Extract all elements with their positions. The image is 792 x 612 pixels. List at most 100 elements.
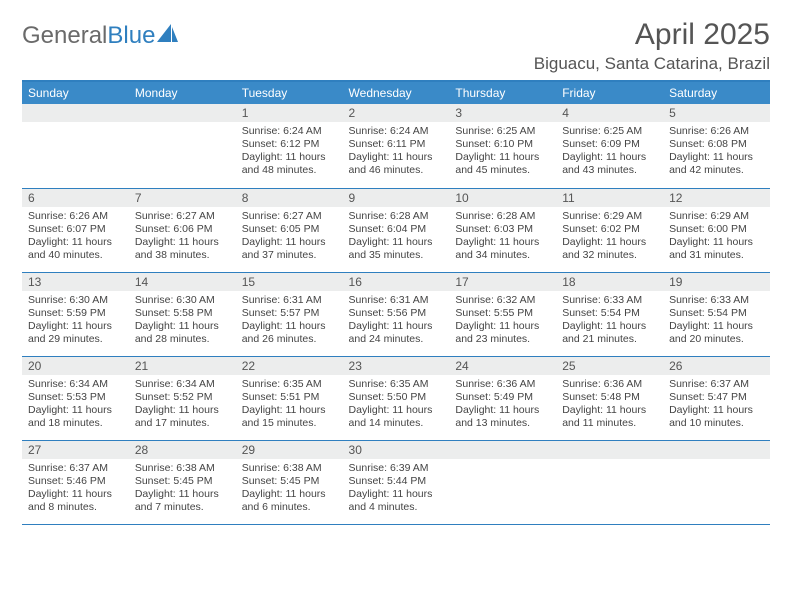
day-details: Sunrise: 6:27 AMSunset: 6:06 PMDaylight:… — [129, 207, 236, 269]
calendar-week-row: 20Sunrise: 6:34 AMSunset: 5:53 PMDayligh… — [22, 356, 770, 440]
day-details: Sunrise: 6:24 AMSunset: 6:11 PMDaylight:… — [343, 122, 450, 184]
day-number: 24 — [449, 357, 556, 375]
weekday-header: Friday — [556, 82, 663, 104]
day-number: 7 — [129, 189, 236, 207]
day-details: Sunrise: 6:32 AMSunset: 5:55 PMDaylight:… — [449, 291, 556, 353]
day-details: Sunrise: 6:26 AMSunset: 6:08 PMDaylight:… — [663, 122, 770, 184]
day-number: 27 — [22, 441, 129, 459]
calendar-day-cell: 10Sunrise: 6:28 AMSunset: 6:03 PMDayligh… — [449, 188, 556, 272]
day-number: 5 — [663, 104, 770, 122]
day-number: 8 — [236, 189, 343, 207]
calendar-day-cell — [22, 104, 129, 188]
day-number: 29 — [236, 441, 343, 459]
weekday-header: Tuesday — [236, 82, 343, 104]
day-number: 21 — [129, 357, 236, 375]
day-details: Sunrise: 6:28 AMSunset: 6:04 PMDaylight:… — [343, 207, 450, 269]
day-details: Sunrise: 6:31 AMSunset: 5:57 PMDaylight:… — [236, 291, 343, 353]
day-details: Sunrise: 6:29 AMSunset: 6:02 PMDaylight:… — [556, 207, 663, 269]
calendar-day-cell: 7Sunrise: 6:27 AMSunset: 6:06 PMDaylight… — [129, 188, 236, 272]
day-details: Sunrise: 6:28 AMSunset: 6:03 PMDaylight:… — [449, 207, 556, 269]
calendar-day-cell — [449, 440, 556, 524]
day-number — [22, 104, 129, 122]
weekday-header: Sunday — [22, 82, 129, 104]
day-details — [449, 459, 556, 513]
day-details: Sunrise: 6:33 AMSunset: 5:54 PMDaylight:… — [556, 291, 663, 353]
calendar-day-cell: 13Sunrise: 6:30 AMSunset: 5:59 PMDayligh… — [22, 272, 129, 356]
calendar-week-row: 27Sunrise: 6:37 AMSunset: 5:46 PMDayligh… — [22, 440, 770, 524]
day-number: 22 — [236, 357, 343, 375]
calendar-day-cell: 18Sunrise: 6:33 AMSunset: 5:54 PMDayligh… — [556, 272, 663, 356]
calendar-day-cell: 29Sunrise: 6:38 AMSunset: 5:45 PMDayligh… — [236, 440, 343, 524]
calendar-day-cell: 3Sunrise: 6:25 AMSunset: 6:10 PMDaylight… — [449, 104, 556, 188]
day-details: Sunrise: 6:30 AMSunset: 5:59 PMDaylight:… — [22, 291, 129, 353]
weekday-header: Thursday — [449, 82, 556, 104]
day-details: Sunrise: 6:29 AMSunset: 6:00 PMDaylight:… — [663, 207, 770, 269]
day-number: 10 — [449, 189, 556, 207]
weekday-header: Monday — [129, 82, 236, 104]
calendar-body: 1Sunrise: 6:24 AMSunset: 6:12 PMDaylight… — [22, 104, 770, 524]
calendar-day-cell: 1Sunrise: 6:24 AMSunset: 6:12 PMDaylight… — [236, 104, 343, 188]
day-number: 2 — [343, 104, 450, 122]
sail-icon — [157, 24, 179, 44]
day-details: Sunrise: 6:24 AMSunset: 6:12 PMDaylight:… — [236, 122, 343, 184]
calendar-day-cell: 11Sunrise: 6:29 AMSunset: 6:02 PMDayligh… — [556, 188, 663, 272]
calendar-day-cell: 25Sunrise: 6:36 AMSunset: 5:48 PMDayligh… — [556, 356, 663, 440]
day-number: 16 — [343, 273, 450, 291]
day-details — [663, 459, 770, 513]
day-number: 13 — [22, 273, 129, 291]
calendar-day-cell: 15Sunrise: 6:31 AMSunset: 5:57 PMDayligh… — [236, 272, 343, 356]
title-block: April 2025 Biguacu, Santa Catarina, Braz… — [534, 18, 770, 74]
calendar-table: Sunday Monday Tuesday Wednesday Thursday… — [22, 82, 770, 525]
day-number — [556, 441, 663, 459]
day-number — [663, 441, 770, 459]
day-details: Sunrise: 6:26 AMSunset: 6:07 PMDaylight:… — [22, 207, 129, 269]
calendar-day-cell — [663, 440, 770, 524]
day-details: Sunrise: 6:36 AMSunset: 5:48 PMDaylight:… — [556, 375, 663, 437]
day-number — [449, 441, 556, 459]
calendar-day-cell: 30Sunrise: 6:39 AMSunset: 5:44 PMDayligh… — [343, 440, 450, 524]
day-number: 23 — [343, 357, 450, 375]
calendar-day-cell — [556, 440, 663, 524]
day-details: Sunrise: 6:33 AMSunset: 5:54 PMDaylight:… — [663, 291, 770, 353]
header: GeneralBlue April 2025 Biguacu, Santa Ca… — [22, 18, 770, 74]
day-details: Sunrise: 6:25 AMSunset: 6:10 PMDaylight:… — [449, 122, 556, 184]
day-number: 4 — [556, 104, 663, 122]
day-details: Sunrise: 6:31 AMSunset: 5:56 PMDaylight:… — [343, 291, 450, 353]
day-number: 18 — [556, 273, 663, 291]
calendar-week-row: 1Sunrise: 6:24 AMSunset: 6:12 PMDaylight… — [22, 104, 770, 188]
calendar-day-cell: 27Sunrise: 6:37 AMSunset: 5:46 PMDayligh… — [22, 440, 129, 524]
day-number: 6 — [22, 189, 129, 207]
day-details: Sunrise: 6:38 AMSunset: 5:45 PMDaylight:… — [236, 459, 343, 521]
day-details: Sunrise: 6:37 AMSunset: 5:47 PMDaylight:… — [663, 375, 770, 437]
day-number: 20 — [22, 357, 129, 375]
weekday-header: Saturday — [663, 82, 770, 104]
weekday-header-row: Sunday Monday Tuesday Wednesday Thursday… — [22, 82, 770, 104]
day-number: 9 — [343, 189, 450, 207]
day-details: Sunrise: 6:39 AMSunset: 5:44 PMDaylight:… — [343, 459, 450, 521]
day-number: 17 — [449, 273, 556, 291]
calendar-day-cell: 6Sunrise: 6:26 AMSunset: 6:07 PMDaylight… — [22, 188, 129, 272]
calendar-day-cell: 26Sunrise: 6:37 AMSunset: 5:47 PMDayligh… — [663, 356, 770, 440]
calendar-week-row: 6Sunrise: 6:26 AMSunset: 6:07 PMDaylight… — [22, 188, 770, 272]
calendar-day-cell: 12Sunrise: 6:29 AMSunset: 6:00 PMDayligh… — [663, 188, 770, 272]
day-number: 12 — [663, 189, 770, 207]
calendar-day-cell: 22Sunrise: 6:35 AMSunset: 5:51 PMDayligh… — [236, 356, 343, 440]
day-details — [556, 459, 663, 513]
day-number — [129, 104, 236, 122]
calendar-day-cell: 20Sunrise: 6:34 AMSunset: 5:53 PMDayligh… — [22, 356, 129, 440]
calendar-day-cell: 21Sunrise: 6:34 AMSunset: 5:52 PMDayligh… — [129, 356, 236, 440]
calendar-day-cell: 8Sunrise: 6:27 AMSunset: 6:05 PMDaylight… — [236, 188, 343, 272]
day-details — [129, 122, 236, 176]
weekday-header: Wednesday — [343, 82, 450, 104]
brand-part1: General — [22, 22, 107, 50]
day-number: 19 — [663, 273, 770, 291]
day-number: 3 — [449, 104, 556, 122]
calendar-day-cell: 23Sunrise: 6:35 AMSunset: 5:50 PMDayligh… — [343, 356, 450, 440]
day-details: Sunrise: 6:34 AMSunset: 5:53 PMDaylight:… — [22, 375, 129, 437]
day-details: Sunrise: 6:35 AMSunset: 5:50 PMDaylight:… — [343, 375, 450, 437]
calendar-day-cell: 16Sunrise: 6:31 AMSunset: 5:56 PMDayligh… — [343, 272, 450, 356]
calendar-day-cell: 19Sunrise: 6:33 AMSunset: 5:54 PMDayligh… — [663, 272, 770, 356]
location-text: Biguacu, Santa Catarina, Brazil — [534, 54, 770, 74]
calendar-day-cell: 9Sunrise: 6:28 AMSunset: 6:04 PMDaylight… — [343, 188, 450, 272]
day-details: Sunrise: 6:34 AMSunset: 5:52 PMDaylight:… — [129, 375, 236, 437]
